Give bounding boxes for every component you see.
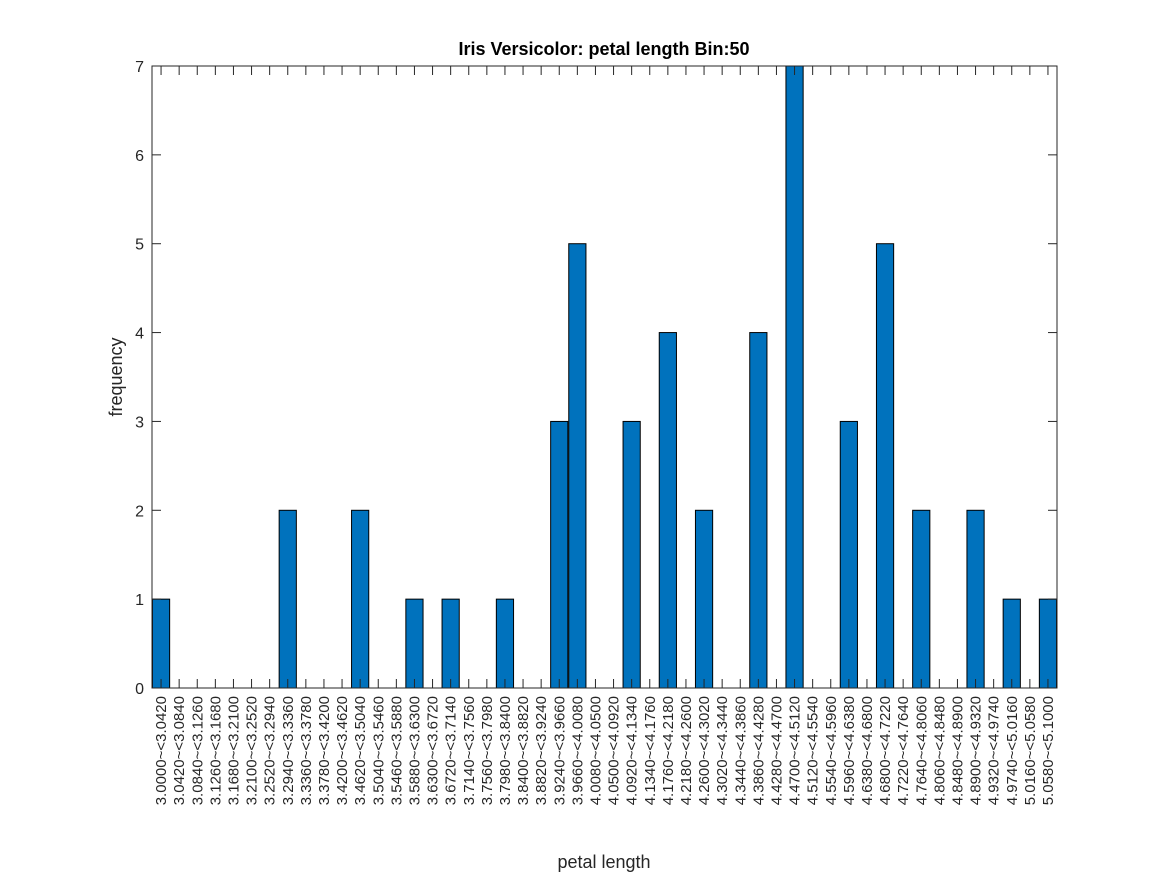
y-tick-label: 3: [135, 414, 144, 431]
bar: [550, 420, 569, 689]
x-tick-label: 4.5960~<4.6380: [841, 696, 858, 805]
x-tick-label: 4.8060~<4.8480: [931, 696, 948, 805]
bar: [749, 332, 768, 689]
bar: [966, 509, 985, 689]
plot-area-frame: [151, 65, 1058, 689]
ticks-layer: 0 1 2 3 4 5 6 7 3.0000~<3.0420 3.0420~<3.0840 3.08…: [135, 59, 1057, 805]
bar: [441, 598, 460, 689]
bar: [568, 243, 587, 689]
x-tick-label: 3.3360~<3.3780: [298, 696, 315, 805]
x-tick-label: 3.4200~<3.4620: [334, 696, 351, 805]
bar: [785, 65, 804, 689]
bar: [622, 420, 641, 689]
y-tick-label: 5: [135, 237, 144, 254]
x-tick-label: 4.8480~<4.8900: [949, 696, 966, 805]
y-tick-label: 0: [135, 681, 144, 698]
y-tick-label: 7: [135, 59, 144, 76]
x-tick-label: 3.9660~<4.0080: [569, 696, 586, 805]
x-tick-label: 3.8400~<3.8820: [515, 696, 532, 805]
x-tick-label: 4.8900~<4.9320: [968, 696, 985, 805]
x-tick-label: 4.2600~<4.3020: [696, 696, 713, 805]
x-tick-label: 4.9320~<4.9740: [986, 696, 1003, 805]
x-tick-label: 3.7560~<3.7980: [479, 696, 496, 805]
x-tick-label: 4.6380~<4.6800: [859, 696, 876, 805]
x-tick-label: 3.0000~<3.0420: [153, 696, 170, 805]
x-tick-label: 4.4280~<4.4700: [768, 696, 785, 805]
x-tick-label: 3.0420~<3.0840: [171, 696, 188, 805]
y-axis-label: frequency: [106, 337, 126, 416]
bar: [495, 598, 515, 689]
x-tick-label: 3.2100~<3.2520: [244, 696, 261, 805]
x-tick-label: 3.5040~<3.5460: [370, 696, 387, 805]
bar: [912, 509, 931, 689]
x-tick-label: 3.6720~<3.7140: [443, 696, 460, 805]
bar: [875, 243, 895, 689]
bar: [839, 420, 858, 689]
x-tick-label: 3.7140~<3.7560: [461, 696, 478, 805]
bar: [278, 509, 297, 689]
x-tick-label: 4.0080~<4.0500: [587, 696, 604, 805]
x-tick-label: 3.3780~<3.4200: [316, 696, 333, 805]
x-axis-label: petal length: [557, 852, 650, 872]
x-tick-label: 4.6800~<4.7220: [877, 696, 894, 805]
x-tick-label: 3.6300~<3.6720: [425, 696, 442, 805]
bar: [1038, 598, 1058, 689]
x-tick-label: 4.3860~<4.4280: [750, 696, 767, 805]
y-tick-label: 6: [135, 148, 144, 165]
bar: [1002, 598, 1021, 689]
x-tick-label: 3.7980~<3.8400: [497, 696, 514, 805]
x-tick-label: 4.5540~<4.5960: [823, 696, 840, 805]
x-tick-label: 4.5120~<4.5540: [805, 696, 822, 805]
x-tick-label: 5.0160~<5.0580: [1022, 696, 1039, 805]
x-tick-label: 3.9240~<3.9660: [551, 696, 568, 805]
y-tick-label: 1: [135, 592, 144, 609]
x-tick-label: 3.5880~<3.6300: [406, 696, 423, 805]
x-tick-label: 4.4700~<4.5120: [787, 696, 804, 805]
bar: [151, 598, 171, 689]
chart-title: Iris Versicolor: petal length Bin:50: [458, 39, 749, 59]
x-tick-label: 3.5460~<3.5880: [388, 696, 405, 805]
plot-area-background: [152, 66, 1057, 688]
bar: [405, 598, 424, 689]
x-tick-label: 3.4620~<3.5040: [352, 696, 369, 805]
x-tick-label: 4.1760~<4.2180: [660, 696, 677, 805]
y-tick-label: 4: [135, 326, 144, 343]
x-tick-label: 3.1260~<3.1680: [207, 696, 224, 805]
x-tick-label: 4.7640~<4.8060: [913, 696, 930, 805]
x-tick-label: 3.2520~<3.2940: [262, 696, 279, 805]
x-tick-label: 5.0580~<5.1000: [1040, 696, 1057, 805]
x-tick-label: 4.3440~<4.3860: [732, 696, 749, 805]
x-tick-label: 4.0500~<4.0920: [606, 696, 623, 805]
bar: [694, 509, 714, 689]
x-tick-label: 3.1680~<3.2100: [225, 696, 242, 805]
x-tick-label: 3.0840~<3.1260: [189, 696, 206, 805]
x-tick-label: 3.8820~<3.9240: [533, 696, 550, 805]
x-tick-label: 4.7220~<4.7640: [895, 696, 912, 805]
bar: [658, 332, 677, 689]
x-tick-label: 3.2940~<3.3360: [280, 696, 297, 805]
x-tick-label: 4.3020~<4.3440: [714, 696, 731, 805]
x-tick-label: 4.2180~<4.2600: [678, 696, 695, 805]
y-tick-label: 2: [135, 503, 144, 520]
x-tick-label: 4.9740~<5.0160: [1004, 696, 1021, 805]
x-tick-label: 4.1340~<4.1760: [642, 696, 659, 805]
bar: [351, 509, 370, 689]
x-tick-label: 4.0920~<4.1340: [624, 696, 641, 805]
